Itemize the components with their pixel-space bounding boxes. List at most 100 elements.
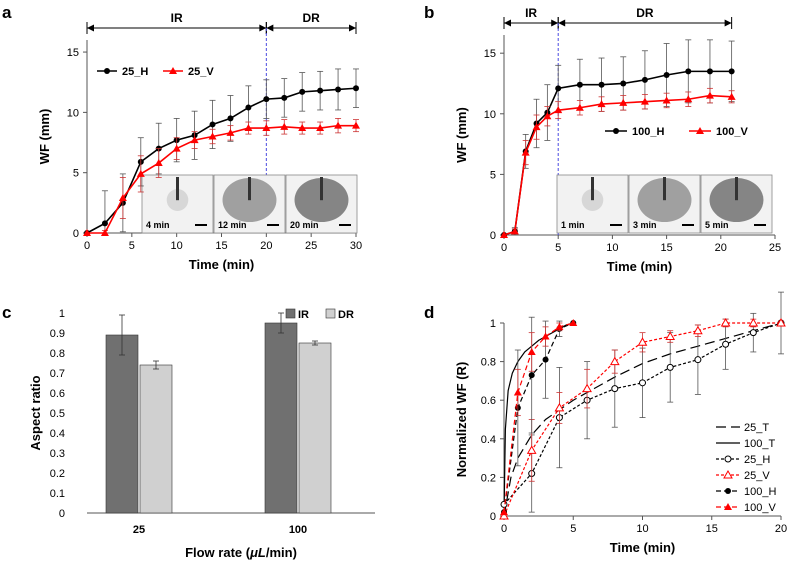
data-point <box>662 96 671 104</box>
data-point <box>722 340 730 348</box>
y-tick-label: 0.4 <box>481 434 496 446</box>
y-tick-label: 0 <box>73 228 79 240</box>
x-axis-label: Time (min) <box>610 540 676 555</box>
inset-needle <box>735 177 738 201</box>
y-tick-label: 1 <box>490 318 496 330</box>
series-line <box>87 124 356 234</box>
y-tick-label: 15 <box>67 47 79 59</box>
data-point <box>335 86 342 93</box>
y-tick-label: 0.2 <box>481 472 496 484</box>
data-point <box>555 322 564 330</box>
data-point <box>693 325 703 335</box>
inset-label: 3 min <box>633 220 657 230</box>
legend-label: 100_H <box>744 486 776 498</box>
inset-needle <box>248 177 251 201</box>
data-point <box>499 510 509 520</box>
x-tick-label: 25 <box>133 524 145 536</box>
legend-marker <box>696 127 704 134</box>
y-tick-label: 5 <box>490 169 496 181</box>
data-point <box>172 144 181 152</box>
data-point <box>598 81 605 88</box>
legend-marker <box>169 67 177 74</box>
data-point <box>500 508 508 516</box>
y-tick-label: 0.6 <box>50 388 65 400</box>
x-tick-label: 0 <box>501 523 507 535</box>
data-point <box>728 68 735 75</box>
series-25-h <box>500 291 785 513</box>
x-tick-label: 5 <box>555 242 561 254</box>
y-tick-label: 0.1 <box>50 488 65 500</box>
legend-label: 100_T <box>744 438 775 450</box>
data-point <box>554 402 565 412</box>
series-100-t <box>503 322 574 517</box>
legend-label: 100_H <box>632 126 664 138</box>
inset-image: 1 min <box>556 174 629 234</box>
y-tick-label: 0.6 <box>481 395 496 407</box>
phase-label-dr: DR <box>636 6 654 20</box>
legend: IR DR <box>285 308 354 321</box>
series-line <box>503 322 574 517</box>
data-point <box>527 347 536 355</box>
phase-label-dr: DR <box>302 11 320 25</box>
panel-label-a: a <box>2 3 12 22</box>
data-point <box>353 85 359 92</box>
legend-label: 25_V <box>188 66 214 78</box>
data-point <box>316 124 325 132</box>
x-tick-label: 20 <box>775 523 787 535</box>
data-point <box>280 122 289 130</box>
legend-label: DR <box>338 309 354 321</box>
inset-label: 20 min <box>290 220 319 230</box>
data-point <box>543 112 552 120</box>
legend-marker <box>613 128 619 134</box>
data-point <box>582 383 592 393</box>
y-tick-label: 1 <box>59 308 65 320</box>
legend-swatch <box>285 308 296 319</box>
legend: 100_H 100_V <box>605 126 748 138</box>
legend-label: IR <box>298 309 309 321</box>
data-point <box>83 229 91 236</box>
legend: 25_T 100_T 25_H 25_V 100_H 100_V <box>716 422 776 514</box>
data-point <box>227 115 234 122</box>
data-point <box>209 121 216 128</box>
data-point <box>510 227 519 235</box>
x-tick-label: 5 <box>129 240 135 252</box>
x-tick-label: 30 <box>350 240 362 252</box>
data-point <box>555 85 562 92</box>
y-tick-label: 5 <box>73 168 79 180</box>
data-point <box>641 76 648 83</box>
legend-label: 25_H <box>122 66 148 78</box>
data-point <box>500 231 508 238</box>
legend-label: 25_V <box>744 470 770 482</box>
legend-label: 100_V <box>716 126 748 138</box>
panel-label-c: c <box>2 303 11 322</box>
chart-c: 0 0.1 0.2 0.3 0.4 0.5 0.6 0.7 0.8 0.9 1 Aspect rati… <box>28 308 375 560</box>
bar-dr-100 <box>298 342 332 514</box>
x-axis-label-head: Flow rate ( <box>185 545 251 560</box>
data-point <box>317 87 324 94</box>
y-axis-label: WF (mm) <box>454 107 469 163</box>
data-point <box>684 95 693 103</box>
phase-arrow-right-head <box>724 19 732 27</box>
panel-label-b: b <box>424 3 434 22</box>
data-point <box>244 124 253 132</box>
y-tick-label: 10 <box>67 107 79 119</box>
legend: 25_H 25_V <box>97 66 214 78</box>
data-point <box>705 91 714 99</box>
data-point <box>663 72 670 78</box>
data-point <box>609 356 620 366</box>
data-point <box>352 121 360 129</box>
bar-dr-25 <box>139 364 173 514</box>
x-tick-label: 20 <box>260 240 272 252</box>
legend-marker <box>104 68 110 74</box>
series-25-v <box>499 317 786 520</box>
data-point <box>226 128 235 136</box>
data-point <box>685 68 692 75</box>
inset-label: 12 min <box>218 220 247 230</box>
data-point <box>245 104 252 111</box>
data-point <box>620 80 627 87</box>
y-tick-label: 0.4 <box>50 428 65 440</box>
data-point <box>611 385 619 393</box>
legend-marker <box>723 469 733 479</box>
series-100-h <box>501 316 577 516</box>
